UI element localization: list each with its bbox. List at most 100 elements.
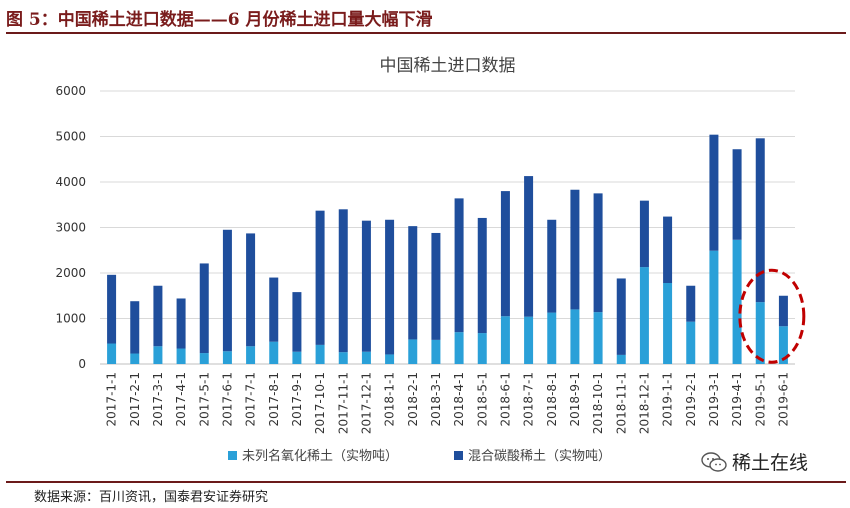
bar-segment-carbonate	[153, 285, 163, 347]
bar-segment-carbonate	[732, 149, 742, 240]
bar-segment-oxide	[477, 333, 487, 364]
x-tick-label: 2018-4-1	[452, 372, 466, 426]
bar-segment-oxide	[246, 346, 256, 364]
bottom-rule	[6, 481, 846, 483]
x-tick-label: 2017-3-1	[151, 372, 165, 426]
bar-segment-oxide	[431, 339, 441, 364]
highlight-ellipse	[738, 268, 806, 364]
x-tick-label: 2017-8-1	[267, 372, 281, 426]
bar-segment-carbonate	[222, 229, 232, 352]
bar-segment-oxide	[663, 283, 673, 364]
x-tick-label: 2017-2-1	[128, 372, 142, 426]
legend-label: 混合碳酸稀土（实物吨）	[468, 449, 611, 464]
bar-segment-carbonate	[130, 301, 140, 354]
x-tick-label: 2018-1-1	[383, 372, 397, 426]
x-tick-label: 2018-10-1	[591, 372, 605, 434]
bar-segment-carbonate	[315, 210, 325, 345]
x-tick-label: 2018-3-1	[429, 372, 443, 426]
x-tick-label: 2017-7-1	[244, 372, 258, 426]
x-tick-label: 2017-9-1	[290, 372, 304, 426]
bar-segment-carbonate	[269, 277, 279, 342]
x-tick-label: 2019-1-1	[661, 372, 675, 426]
bar-segment-oxide	[500, 316, 510, 364]
x-tick-label: 2018-6-1	[498, 372, 512, 426]
bar-segment-carbonate	[639, 200, 649, 268]
bar-segment-oxide	[130, 353, 140, 364]
bar-segment-oxide	[408, 339, 418, 364]
bar-segment-oxide	[199, 353, 209, 364]
bar-segment-carbonate	[593, 193, 603, 313]
bar-segment-carbonate	[524, 176, 534, 317]
bar-segment-carbonate	[778, 295, 788, 327]
x-tick-label: 2018-11-1	[614, 372, 628, 434]
bar-segment-carbonate	[616, 278, 626, 355]
y-tick-label: 1000	[55, 312, 86, 326]
bar-segment-carbonate	[454, 198, 464, 333]
source-note: 数据来源：百川资讯，国泰君安证券研究	[34, 490, 269, 505]
bar-segment-oxide	[732, 239, 742, 364]
watermark-text: 稀土在线	[732, 452, 809, 474]
legend-label: 未列名氧化稀土（实物吨）	[242, 448, 398, 464]
bar-segment-carbonate	[686, 285, 696, 322]
figure-title: 图 5：中国稀土进口数据——6 月份稀土进口量大幅下滑	[6, 10, 433, 30]
bar-segment-carbonate	[176, 298, 186, 349]
x-tick-label: 2017-6-1	[220, 372, 234, 426]
bar-segment-carbonate	[431, 232, 441, 340]
bar-segment-oxide	[778, 326, 788, 364]
x-tick-label: 2018-5-1	[475, 372, 489, 426]
bar-segment-oxide	[524, 316, 534, 364]
bar-segment-carbonate	[246, 233, 256, 347]
bar-segment-carbonate	[408, 226, 418, 340]
y-tick-label: 6000	[55, 84, 86, 98]
top-rule	[6, 32, 846, 34]
bar-segment-carbonate	[709, 134, 719, 251]
bar-segment-oxide	[593, 312, 603, 364]
x-tick-label: 2017-10-1	[313, 372, 327, 434]
x-tick-label: 2018-8-1	[545, 372, 559, 426]
x-tick-label: 2019-5-1	[753, 372, 767, 426]
bar-segment-oxide	[570, 309, 580, 364]
bar-segment-oxide	[269, 341, 279, 364]
bar-segment-oxide	[361, 351, 371, 364]
bar-segment-carbonate	[338, 209, 348, 353]
legend-swatch	[228, 451, 237, 460]
x-tick-label: 2018-12-1	[637, 372, 651, 434]
x-tick-label: 2017-4-1	[174, 372, 188, 426]
bar-segment-oxide	[153, 346, 163, 364]
bar-chart: 中国稀土进口数据 0 1000 2000 3000 4000 5000 6000 2017-1-…	[55, 56, 806, 464]
x-tick-label: 2018-9-1	[568, 372, 582, 426]
bar-segment-oxide	[755, 302, 765, 364]
bar-segment-oxide	[547, 312, 557, 364]
bar-segment-oxide	[454, 332, 464, 364]
x-tick-label: 2019-4-1	[730, 372, 744, 426]
bar-segment-oxide	[616, 354, 626, 364]
bar-segment-carbonate	[385, 219, 395, 355]
bar-segment-oxide	[222, 351, 232, 364]
bar-segment-carbonate	[292, 292, 302, 352]
wechat-icon	[701, 451, 727, 472]
bar-segment-carbonate	[570, 189, 580, 310]
x-tick-label: 2019-3-1	[707, 372, 721, 426]
bar-segment-carbonate	[477, 217, 487, 334]
bar-segment-carbonate	[107, 274, 117, 344]
bar-segment-oxide	[176, 348, 186, 364]
x-tick-label: 2018-7-1	[522, 372, 536, 426]
y-tick-label: 3000	[55, 221, 86, 235]
bar-segment-carbonate	[663, 216, 673, 284]
y-tick-label: 4000	[55, 175, 86, 189]
watermark: 稀土在线	[700, 448, 808, 475]
chart-title: 中国稀土进口数据	[380, 56, 516, 76]
bar-segment-oxide	[709, 250, 719, 364]
bar-segment-oxide	[385, 354, 395, 364]
x-tick-label: 2019-6-1	[776, 372, 790, 426]
bar-segment-carbonate	[547, 219, 557, 313]
bar-segment-carbonate	[755, 138, 765, 303]
x-tick-label: 2019-2-1	[684, 372, 698, 426]
y-tick-label: 0	[78, 357, 86, 371]
y-tick-label: 2000	[55, 266, 86, 280]
bar-segment-oxide	[107, 343, 117, 364]
x-tick-label: 2017-5-1	[197, 372, 211, 426]
x-tick-label: 2017-1-1	[105, 372, 119, 426]
bar-segment-carbonate	[500, 191, 510, 317]
x-tick-label: 2017-12-1	[359, 372, 373, 434]
